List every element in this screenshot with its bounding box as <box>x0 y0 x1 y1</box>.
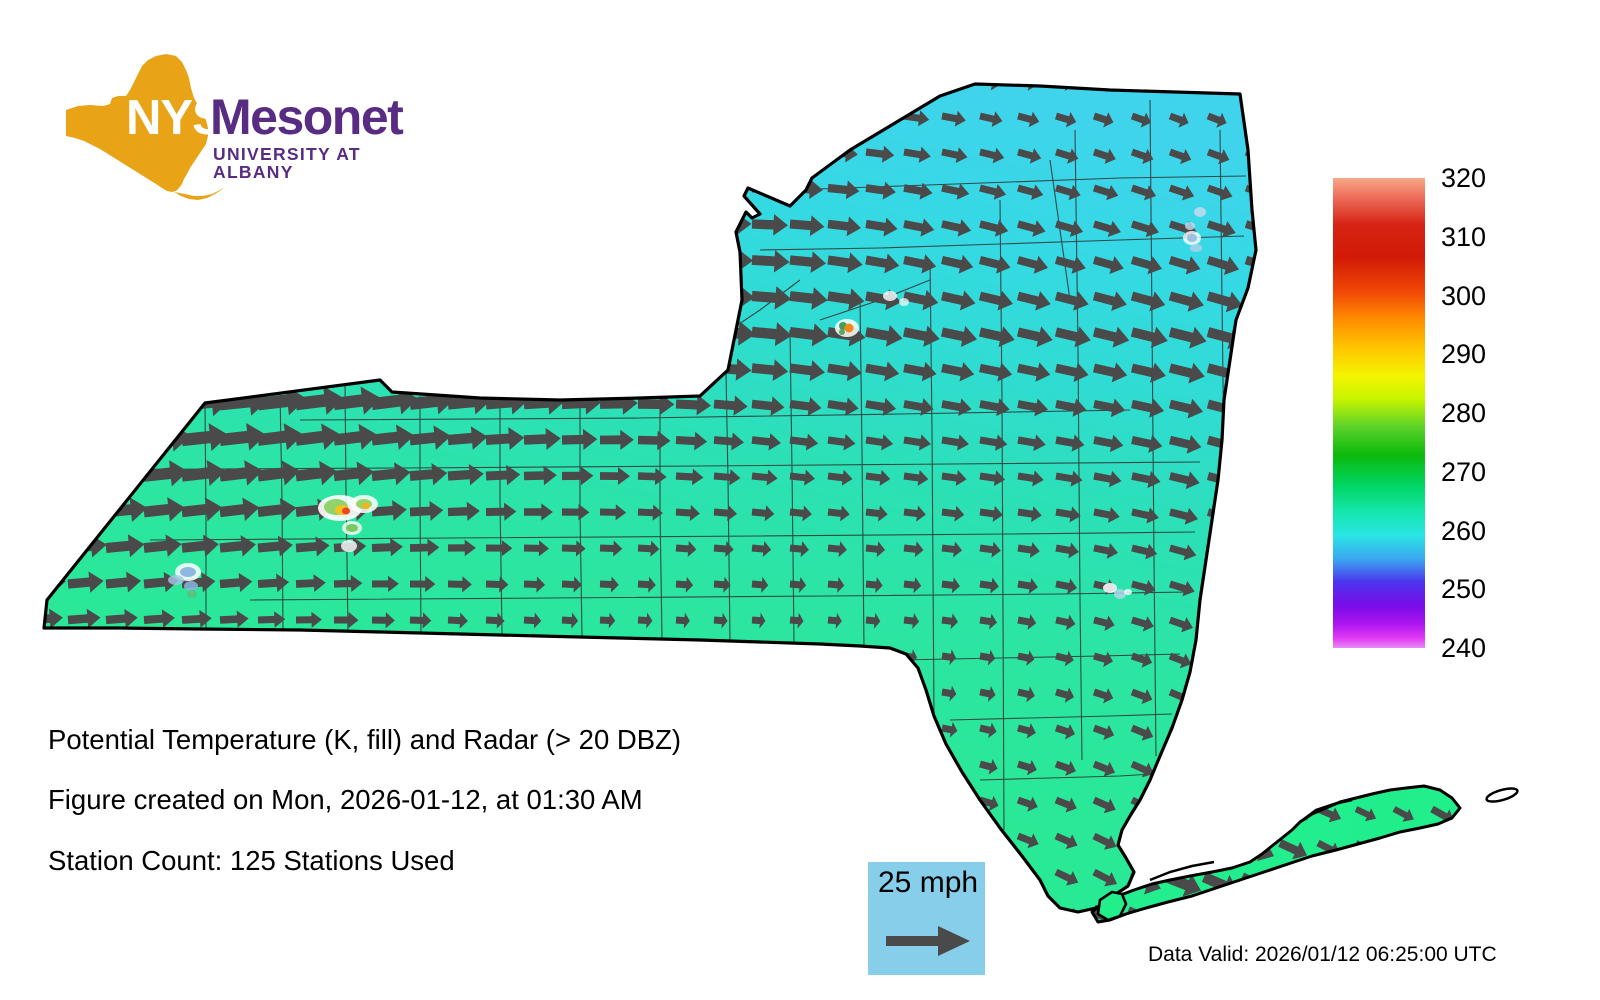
caption-created: Figure created on Mon, 2026-01-12, at 01… <box>48 784 643 815</box>
weather-map[interactable] <box>0 0 1519 1000</box>
colorbar-tick-260: 260 <box>1441 515 1487 546</box>
caption-title: Potential Temperature (K, fill) and Rada… <box>48 724 682 755</box>
caption-station-count: Station Count: 125 Stations Used <box>48 845 455 876</box>
colorbar-tick-240: 240 <box>1441 633 1487 663</box>
logo-university-text: UNIVERSITY AT ALBANY <box>213 144 361 182</box>
colorbar-tick-320: 320 <box>1441 163 1487 193</box>
logo-nys-text: NYS <box>126 91 225 145</box>
colorbar-tick-300: 300 <box>1441 280 1487 311</box>
logo-mesonet-text: Mesonet <box>210 89 404 145</box>
colorbar-tick-250: 250 <box>1441 574 1487 605</box>
colorbar-gradient <box>1333 178 1425 648</box>
colorbar-tick-270: 270 <box>1441 456 1487 487</box>
state-outline <box>42 82 1258 914</box>
colorbar-tick-310: 310 <box>1441 221 1487 252</box>
nys-mesonet-logo: NYS Mesonet UNIVERSITY AT ALBANY <box>48 48 404 213</box>
colorbar-tick-290: 290 <box>1441 339 1487 370</box>
block-island <box>1485 787 1519 803</box>
data-valid-timestamp: Data Valid: 2026/01/12 06:25:00 UTC <box>1148 943 1497 966</box>
colorbar-legend: 320 310 300 290 280 270 260 250 240 <box>1333 165 1593 662</box>
colorbar-tick-280: 280 <box>1441 398 1487 428</box>
staten-island <box>1096 890 1128 922</box>
wind-speed-reference-key: 25 mph <box>868 862 985 975</box>
wind-key-arrow-icon <box>886 926 970 956</box>
map-canvas[interactable] <box>0 0 1290 1000</box>
radar-echoes <box>168 207 1206 599</box>
wind-key-label: 25 mph <box>878 866 979 899</box>
long-island-outline <box>1090 784 1462 924</box>
logo-state-silhouette <box>66 54 225 200</box>
